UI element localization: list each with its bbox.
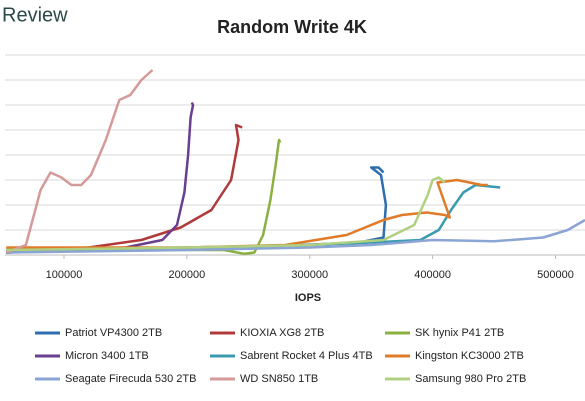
series-line: [5, 69, 154, 254]
x-tick-label: 300000: [291, 269, 328, 281]
x-axis-title: IOPS: [295, 292, 321, 304]
x-tick-label: 400000: [414, 269, 451, 281]
legend-label: Kingston KC3000 2TB: [415, 350, 524, 362]
legend-label: Samsung 980 Pro 2TB: [415, 373, 526, 385]
legend-label: KIOXIA XG8 2TB: [240, 327, 324, 339]
x-tick-label: 100000: [46, 269, 83, 281]
legend-label: Seagate Firecuda 530 2TB: [65, 373, 196, 385]
x-tick-label: 200000: [169, 269, 206, 281]
legend-label: WD SN850 1TB: [240, 373, 318, 385]
logo: Review: [2, 4, 68, 26]
legend-label: SK hynix P41 2TB: [415, 327, 504, 339]
series-line: [6, 218, 585, 254]
legend-label: Patriot VP4300 2TB: [65, 327, 162, 339]
chart-title: Random Write 4K: [217, 17, 367, 37]
series-line: [6, 178, 488, 249]
series-line: [6, 138, 282, 256]
series-line: [6, 176, 446, 252]
legend-label: Sabrent Rocket 4 Plus 4TB: [240, 350, 373, 362]
series-line: [6, 123, 243, 254]
x-tick-label: 500000: [537, 269, 574, 281]
legend-label: Micron 3400 1TB: [65, 350, 149, 362]
series-line: [6, 101, 195, 254]
